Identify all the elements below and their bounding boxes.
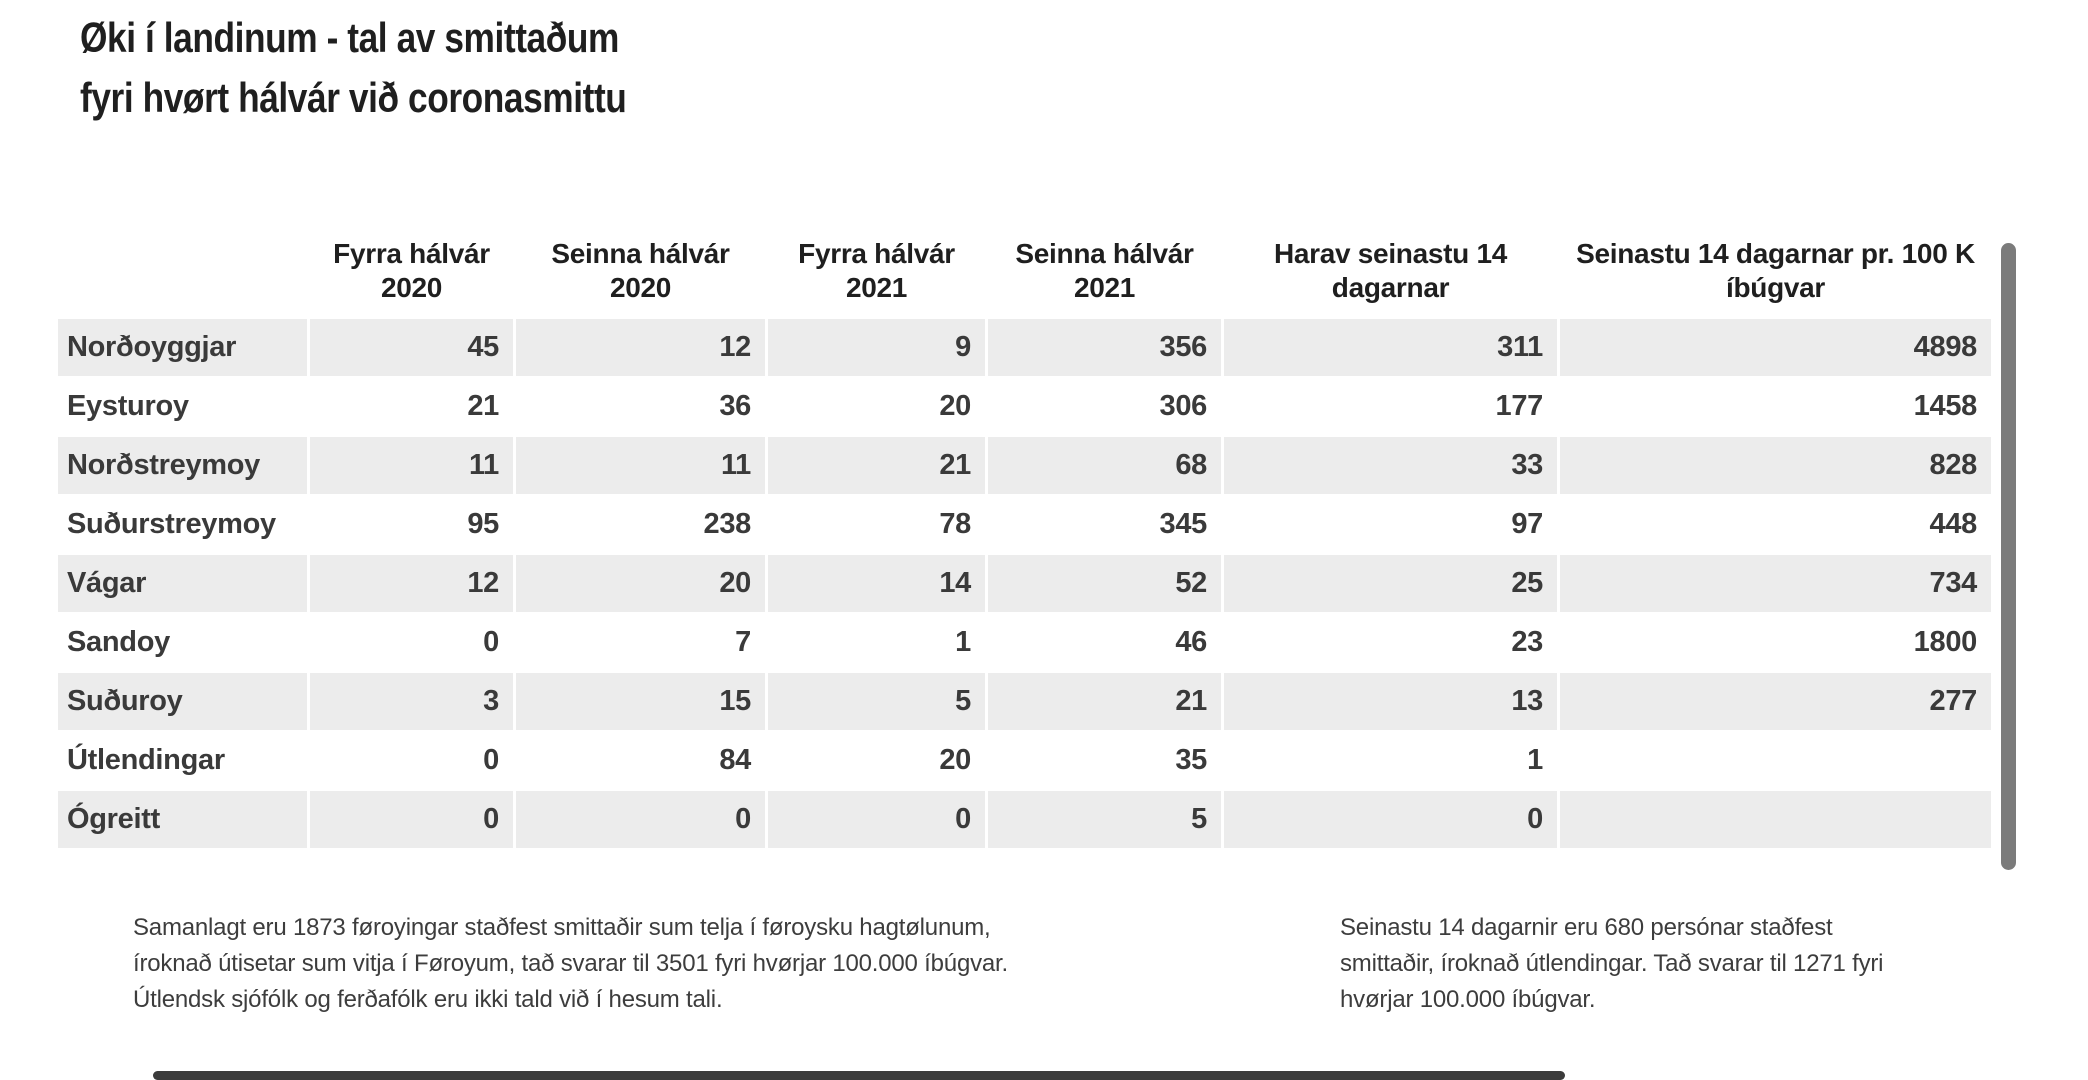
cell-value: [1557, 789, 1994, 850]
cell-value: 0: [307, 789, 516, 850]
column-header: Seinna hálvár 2021: [1015, 238, 1194, 303]
cell-value: 13: [1221, 671, 1560, 732]
row-label: Sandoy: [55, 612, 310, 673]
cell-value: 20: [765, 730, 988, 791]
report-title-line2: fyri hvørt hálvár við coronasmittu: [80, 74, 627, 121]
column-header: Harav seinastu 14 dagarnar: [1273, 238, 1508, 303]
cell-value: 0: [1221, 789, 1560, 850]
cell-value: 23: [1221, 612, 1560, 673]
cell-value: 4898: [1557, 317, 1994, 378]
table-row: Ógreitt 0 0 0 5 0: [55, 789, 1994, 850]
cell-value: 45: [307, 317, 516, 378]
table-row: Suðuroy 3 15 5 21 13 277: [55, 671, 1994, 732]
cell-value: 311: [1221, 317, 1560, 378]
column-header: Seinastu 14 dagarnar pr. 100 K íbúgvar: [1576, 238, 1975, 303]
cell-value: 277: [1557, 671, 1994, 732]
cell-value: 0: [307, 730, 516, 791]
cell-value: 3: [307, 671, 516, 732]
column-header: Fyrra hálvár 2021: [798, 238, 955, 303]
table-row: Sandoy 0 7 1 46 23 1800: [55, 612, 1994, 673]
cell-value: 238: [513, 494, 768, 555]
cell-value: 95: [307, 494, 516, 555]
cell-value: 15: [513, 671, 768, 732]
cell-value: 9: [765, 317, 988, 378]
cell-value: 1458: [1557, 376, 1994, 437]
row-label: Vágar: [55, 553, 310, 614]
cell-value: 97: [1221, 494, 1560, 555]
horizontal-scrollbar-thumb[interactable]: [153, 1071, 1565, 1080]
table-row: Eysturoy 21 36 20 306 177 1458: [55, 376, 1994, 437]
cell-value: 14: [765, 553, 988, 614]
table-row: Norðoyggjar 45 12 9 356 311 4898: [55, 317, 1994, 378]
cell-value: 35: [985, 730, 1224, 791]
row-label: Norðoyggjar: [55, 317, 310, 378]
cell-value: 5: [985, 789, 1224, 850]
row-label: Suðuroy: [55, 671, 310, 732]
cell-value: 0: [765, 789, 988, 850]
cell-value: 33: [1221, 435, 1560, 496]
table-row: Vágar 12 20 14 52 25 734: [55, 553, 1994, 614]
cell-value: 356: [985, 317, 1224, 378]
table-row: Útlendingar 0 84 20 35 1: [55, 730, 1994, 791]
cell-value: 36: [513, 376, 768, 437]
cell-value: [1557, 730, 1994, 791]
cell-value: 21: [307, 376, 516, 437]
cell-value: 1800: [1557, 612, 1994, 673]
cell-value: 0: [307, 612, 516, 673]
table-row: Suðurstreymoy 95 238 78 345 97 448: [55, 494, 1994, 555]
cell-value: 1: [1221, 730, 1560, 791]
row-label: Suðurstreymoy: [55, 494, 310, 555]
cell-value: 12: [513, 317, 768, 378]
cell-value: 78: [765, 494, 988, 555]
table-row: Norðstreymoy 11 11 21 68 33 828: [55, 435, 1994, 496]
cell-value: 734: [1557, 553, 1994, 614]
cell-value: 68: [985, 435, 1224, 496]
cell-value: 345: [985, 494, 1224, 555]
cell-value: 20: [513, 553, 768, 614]
header-row: Fyrra hálvár 2020 Seinna hálvár 2020 Fyrra…: [57, 233, 1993, 318]
row-label: Útlendingar: [55, 730, 310, 791]
cell-value: 21: [985, 671, 1224, 732]
cell-value: 11: [307, 435, 516, 496]
report-title-line1: Øki í landinum - tal av smittaðum: [80, 14, 619, 61]
footnote-right: Seinastu 14 dagarnir eru 680 persónar st…: [1340, 914, 1884, 1013]
footnote-left: Samanlagt eru 1873 føroyingar staðfest s…: [133, 914, 1008, 1013]
row-label: Ógreitt: [55, 789, 310, 850]
cell-value: 46: [985, 612, 1224, 673]
cell-value: 84: [513, 730, 768, 791]
cell-value: 21: [765, 435, 988, 496]
cell-value: 5: [765, 671, 988, 732]
cell-value: 25: [1221, 553, 1560, 614]
cell-value: 448: [1557, 494, 1994, 555]
corner-cell: [57, 233, 309, 318]
cell-value: 7: [513, 612, 768, 673]
cell-value: 1: [765, 612, 988, 673]
column-header: Seinna hálvár 2020: [551, 238, 730, 303]
cell-value: 20: [765, 376, 988, 437]
cell-value: 306: [985, 376, 1224, 437]
row-label: Eysturoy: [55, 376, 310, 437]
cell-value: 0: [513, 789, 768, 850]
row-label: Norðstreymoy: [55, 435, 310, 496]
cell-value: 177: [1221, 376, 1560, 437]
vertical-scrollbar-thumb[interactable]: [2001, 243, 2016, 870]
data-table: Fyrra hálvár 2020 Seinna hálvár 2020 Fyrra…: [55, 233, 1994, 850]
cell-value: 828: [1557, 435, 1994, 496]
cell-value: 11: [513, 435, 768, 496]
cell-value: 12: [307, 553, 516, 614]
report-title: Øki í landinum - tal av smittaðum fyri h…: [80, 8, 627, 128]
cell-value: 52: [985, 553, 1224, 614]
column-header: Fyrra hálvár 2020: [333, 238, 490, 303]
